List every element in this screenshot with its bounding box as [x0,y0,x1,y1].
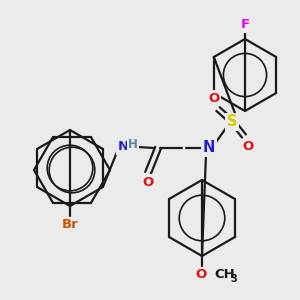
Text: S: S [227,115,237,130]
Text: O: O [242,140,253,154]
Text: N: N [203,140,215,155]
Text: 3: 3 [230,274,237,284]
Text: O: O [208,92,220,104]
Text: O: O [195,268,207,281]
Text: N: N [117,140,129,154]
Text: O: O [142,176,154,188]
Text: Br: Br [61,218,78,232]
Text: CH: CH [214,268,235,281]
Text: H: H [128,139,138,152]
Text: F: F [240,19,250,32]
